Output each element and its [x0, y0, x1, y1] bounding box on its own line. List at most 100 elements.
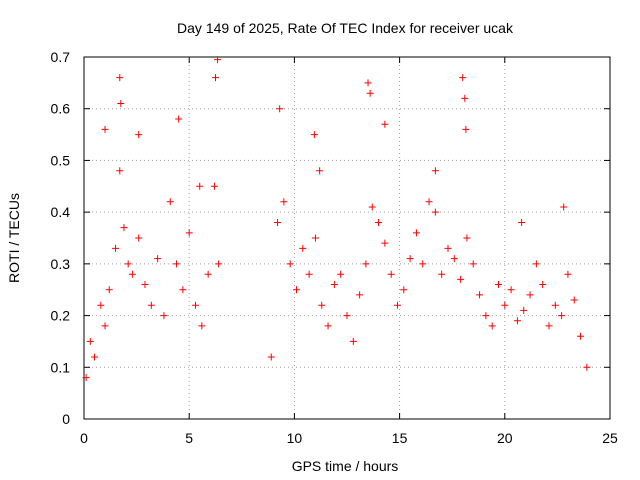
data-point [564, 270, 572, 278]
data-point [387, 270, 395, 278]
data-point [349, 337, 357, 345]
data-point [520, 306, 528, 314]
data-point [381, 120, 389, 128]
data-point [86, 337, 94, 345]
data-point [450, 255, 458, 263]
data-point [274, 218, 282, 226]
data-point [438, 270, 446, 278]
x-tick-label: 5 [185, 430, 193, 446]
data-point [276, 105, 284, 113]
data-point [343, 312, 351, 320]
y-axis-ticks: 0 0.1 0.2 0.3 0.4 0.5 0.6 0.7 [51, 49, 610, 427]
data-point [101, 322, 109, 330]
data-point [459, 74, 467, 82]
data-point [488, 322, 496, 330]
data-point [393, 301, 401, 309]
data-point [545, 322, 553, 330]
data-point [215, 260, 223, 268]
data-point [539, 281, 547, 289]
y-tick-label: 0.3 [51, 256, 71, 272]
data-point [105, 286, 113, 294]
data-point [97, 301, 105, 309]
grid [84, 57, 610, 419]
data-point [160, 312, 168, 320]
data-point [518, 218, 526, 226]
data-point [444, 244, 452, 252]
data-point [461, 94, 469, 102]
data-point [362, 260, 370, 268]
data-point [316, 167, 324, 175]
data-point [154, 255, 162, 263]
data-point [583, 363, 591, 371]
data-point [116, 74, 124, 82]
data-point [560, 203, 568, 211]
data-point [532, 260, 540, 268]
y-tick-label: 0.4 [51, 204, 71, 220]
data-point [166, 198, 174, 206]
data-point [577, 332, 585, 340]
data-point [141, 281, 149, 289]
data-point [463, 234, 471, 242]
plot-frame [83, 56, 611, 420]
y-tick-label: 0 [62, 411, 70, 427]
x-tick-label: 0 [80, 430, 88, 446]
data-point [431, 208, 439, 216]
data-point [198, 322, 206, 330]
data-point [425, 198, 433, 206]
data-point [299, 244, 307, 252]
y-tick-label: 0.5 [51, 152, 71, 168]
data-point [112, 244, 120, 252]
data-point [286, 260, 294, 268]
data-point [476, 291, 484, 299]
data-point [368, 203, 376, 211]
data-point [494, 281, 502, 289]
data-point [356, 291, 364, 299]
x-tick-label: 25 [602, 430, 618, 446]
data-point [324, 322, 332, 330]
data-point [179, 286, 187, 294]
data-point [128, 270, 136, 278]
data-point [375, 218, 383, 226]
x-axis-label: GPS time / hours [292, 458, 399, 474]
data-point [501, 301, 509, 309]
data-point [507, 286, 515, 294]
data-point [311, 234, 319, 242]
data-point [469, 260, 477, 268]
data-point [558, 312, 566, 320]
data-point [124, 260, 132, 268]
data-point [366, 89, 374, 97]
data-point [318, 301, 326, 309]
data-point [406, 255, 414, 263]
data-point [364, 79, 372, 87]
data-point [337, 270, 345, 278]
x-axis-ticks: 0 5 10 15 20 25 [80, 57, 618, 446]
y-tick-label: 0.6 [51, 101, 71, 117]
data-point [185, 229, 193, 237]
data-point [147, 301, 155, 309]
y-axis-label: ROTI / TECUs [6, 193, 22, 283]
data-point [457, 275, 465, 283]
data-point [280, 198, 288, 206]
data-point [101, 125, 109, 133]
y-tick-label: 0.2 [51, 308, 71, 324]
data-point [117, 100, 125, 108]
data-point [116, 167, 124, 175]
data-point [175, 115, 183, 123]
data-point [120, 224, 128, 232]
data-point [293, 286, 301, 294]
y-tick-label: 0.7 [51, 49, 71, 65]
data-point [91, 353, 99, 361]
data-point [551, 301, 559, 309]
data-point [135, 131, 143, 139]
x-tick-label: 10 [287, 430, 303, 446]
chart-title: Day 149 of 2025, Rate Of TEC Index for r… [177, 20, 514, 36]
data-point [462, 125, 470, 133]
data-point [204, 270, 212, 278]
data-point [196, 182, 204, 190]
data-point [412, 229, 420, 237]
data-points [82, 56, 591, 382]
data-point [135, 234, 143, 242]
data-point [482, 312, 490, 320]
data-point [310, 131, 318, 139]
